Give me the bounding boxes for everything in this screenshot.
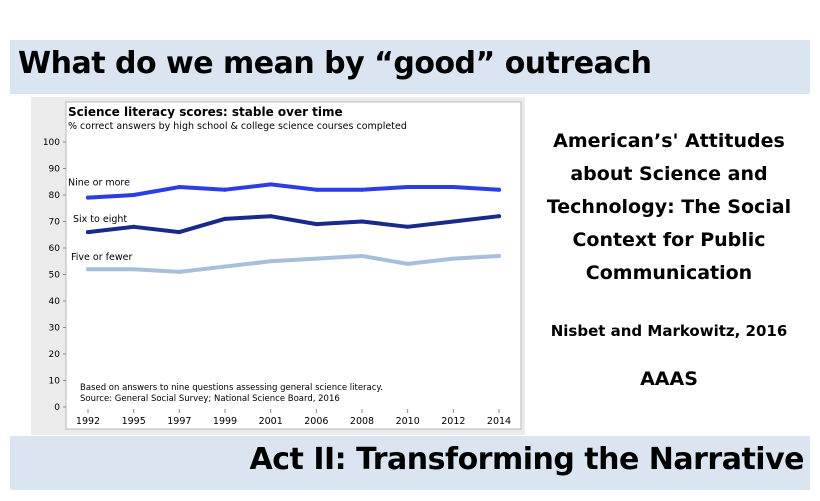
data-point [497,253,501,258]
data-point [314,256,319,261]
y-tick-label: 60 [49,244,61,254]
x-tick-label: 2001 [259,416,283,427]
data-point [268,214,273,219]
data-point [131,267,136,272]
line-chart: Science literacy scores: stable over tim… [43,101,522,430]
data-point [451,219,456,224]
data-point [86,230,90,235]
reference-panel: American’s' Attitudes about Science and … [530,125,808,390]
data-point [86,195,90,200]
data-point [177,230,182,235]
x-tick-label: 1999 [213,416,237,427]
series-line [86,214,501,235]
y-tick-label: 50 [49,271,61,281]
x-tick-label: 1992 [76,416,100,427]
y-tick-label: 100 [43,138,60,148]
reference-title: American’s' Attitudes about Science and … [546,130,792,284]
data-point [177,269,182,274]
data-point [131,224,136,229]
data-point [223,187,227,192]
series-line [86,182,501,200]
reference-publisher: AAAS [640,368,698,390]
data-point [223,264,227,269]
x-tick-label: 1997 [167,416,191,427]
x-tick-label: 2008 [350,416,374,427]
title-banner: What do we mean by “good” outreach [10,40,810,94]
series-label: Six to eight [73,214,127,225]
x-tick-label: 2006 [304,416,328,427]
data-point [497,187,501,192]
data-point [405,224,410,229]
footer-banner: Act II: Transforming the Narrative [10,436,810,490]
chart-note: Based on answers to nine questions asses… [80,383,383,393]
data-point [86,267,90,272]
data-point [268,259,273,264]
chart-source: Source: General Social Survey; National … [80,394,340,404]
x-tick-label: 1995 [122,416,146,427]
x-tick-label: 2012 [441,416,465,427]
data-point [314,187,319,192]
data-point [360,187,364,192]
y-tick-label: 30 [49,324,61,334]
data-point [451,256,456,261]
series-label: Nine or more [68,178,130,189]
chart-title: Science literacy scores: stable over tim… [68,105,343,119]
data-point [223,216,227,221]
data-point [360,219,364,224]
y-tick-label: 90 [49,165,61,175]
data-point [268,182,273,187]
series-label: Five or fewer [71,252,132,263]
data-point [131,193,136,197]
x-axis: 1992 1995 1997 1999 2001 2006 2008 2010 2012 2014 [76,409,511,427]
y-tick-label: 40 [49,297,61,307]
y-tick-label: 20 [49,350,61,360]
data-point [360,253,364,258]
y-tick-label: 10 [49,377,61,387]
x-tick-label: 2010 [396,416,420,427]
reference-authors: Nisbet and Markowitz, 2016 [550,322,788,340]
act-title: Act II: Transforming the Narrative [249,442,805,477]
series-line [86,253,501,274]
series-layer: Nine or more Six to eight Five or fewer [68,178,501,274]
slide-title: What do we mean by “good” outreach [18,46,652,81]
data-point [405,261,410,266]
y-tick-label: 80 [49,191,61,201]
y-axis: 0 10 20 30 40 50 60 70 80 90 100 [43,138,66,413]
chart-container: Science literacy scores: stable over tim… [31,97,525,435]
x-tick-label: 2014 [487,416,511,427]
data-point [405,185,410,190]
y-tick-label: 70 [49,218,61,228]
plot-area [65,101,522,430]
data-point [314,222,319,227]
y-tick-label: 0 [54,403,60,413]
data-point [497,214,501,219]
data-point [451,185,456,190]
data-point [177,185,182,190]
chart-subtitle: % correct answers by high school & colle… [68,121,407,132]
